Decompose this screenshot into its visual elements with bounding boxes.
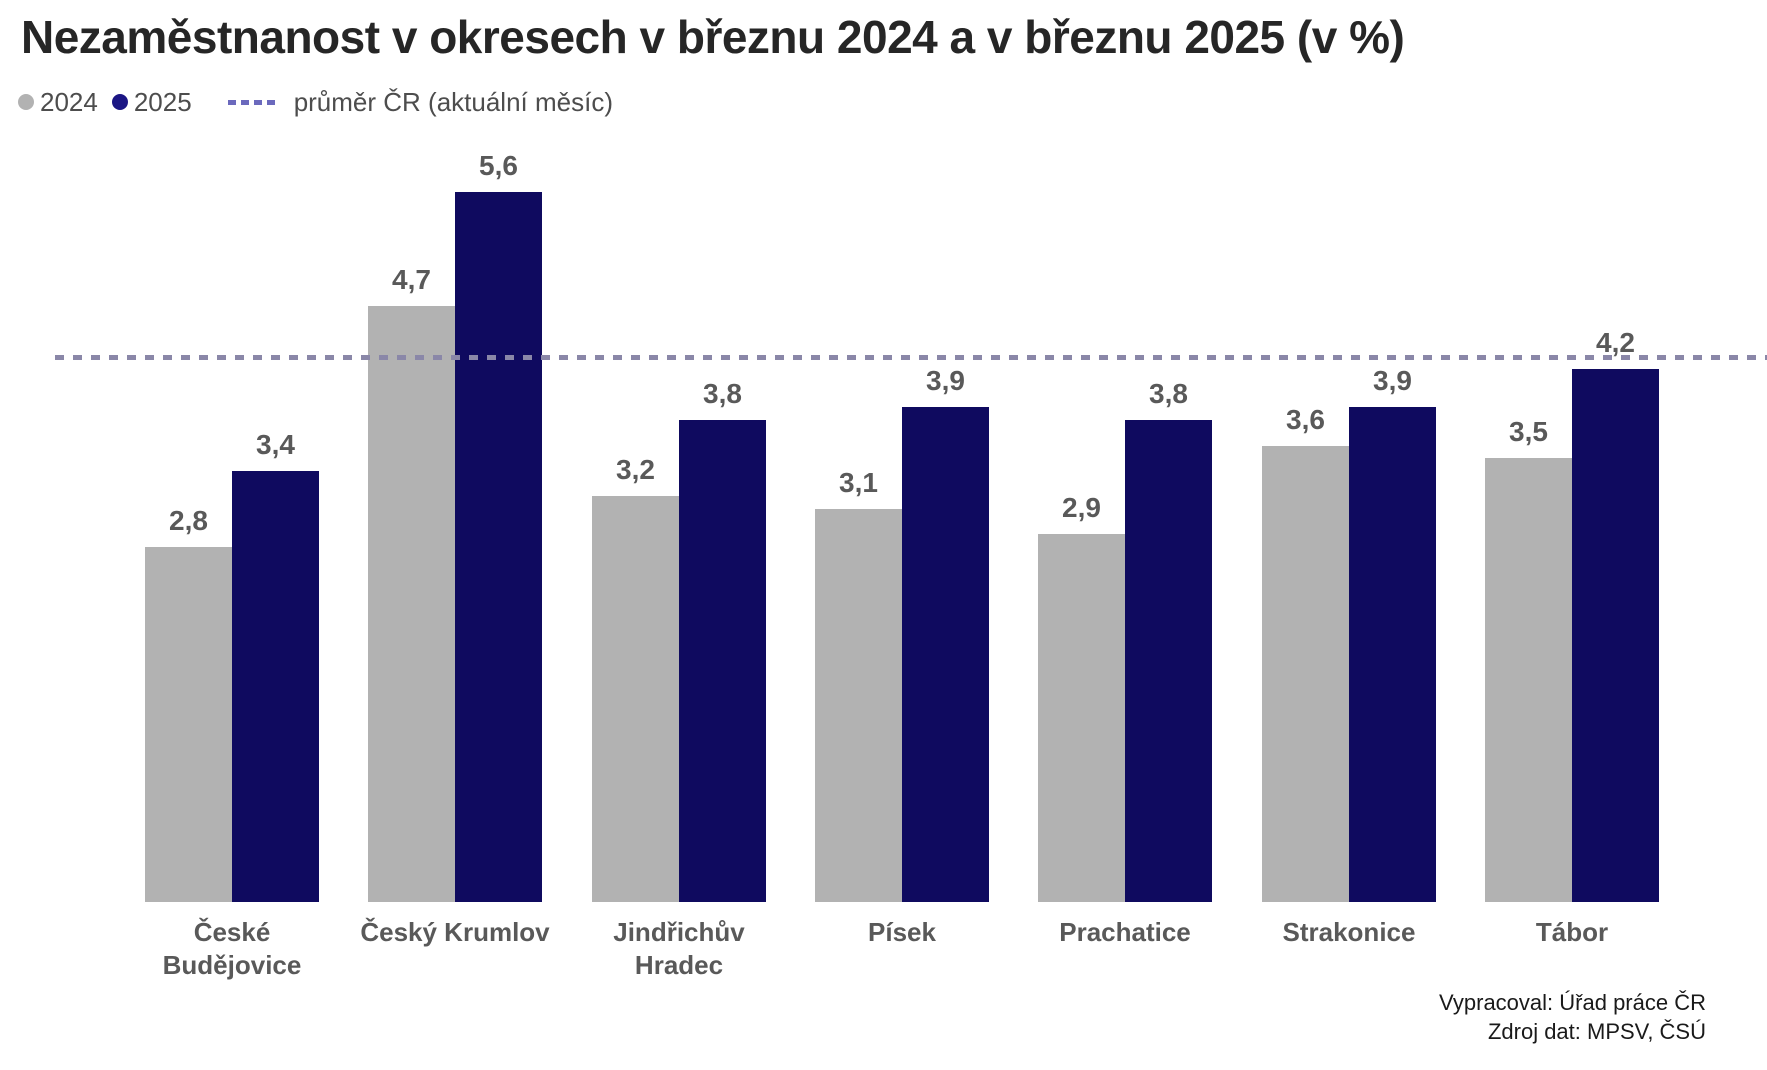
bar-value-label: 2,8 [169,505,208,536]
page-title: Nezaměstnanost v okresech v březnu 2024 … [21,11,1405,63]
bar-value-label: 3,8 [1149,378,1188,409]
average-line [55,355,1767,360]
x-axis-label: Písek [868,917,936,947]
bar-value-label: 3,9 [926,365,965,396]
legend-swatch-2024-icon [18,94,34,110]
bar-2025-1 [232,471,319,902]
footer-line-author: Vypracoval: Úřad práce ČR [1439,990,1706,1015]
x-axis-label: Jindřichův Hradec [613,917,745,980]
legend-label-2025: 2025 [133,86,192,117]
bar-2024-2 [368,306,455,902]
bar-value-label: 3,6 [1286,404,1325,435]
chart-legend: 2024 2025 průměr ČR (aktuální měsíc) [18,86,613,118]
bar-2025-4 [902,407,989,902]
footer-line-source: Zdroj dat: MPSV, ČSÚ [1487,1019,1706,1044]
x-axis-label: Český Krumlov [360,917,550,947]
bar-2025-5 [1125,420,1212,902]
bar-value-label: 3,2 [616,454,655,485]
bar-2025-7 [1572,369,1659,902]
x-axis-label: Prachatice [1059,917,1191,947]
x-axis-label: Strakonice [1282,917,1416,947]
bar-2024-5 [1038,534,1125,902]
bar-value-label: 2,9 [1062,492,1101,523]
bar-2024-3 [592,496,679,902]
bar-2025-6 [1349,407,1436,902]
x-axis-label: Tábor [1535,917,1609,947]
bar-2025-3 [679,420,766,902]
bar-value-label: 3,1 [839,467,878,498]
bar-2024-6 [1262,446,1349,902]
source-footer: Vypracoval: Úřad práce ČR Zdroj dat: MPS… [1439,988,1706,1046]
bar-value-label: 3,9 [1373,365,1412,396]
bar-2024-1 [145,547,232,902]
bar-value-label: 3,4 [256,429,295,460]
bar-value-label: 5,6 [479,150,518,181]
legend-label-2024: 2024 [40,86,98,117]
legend-item-average: průměr ČR (aktuální měsíc) [206,87,613,118]
bar-2024-4 [815,509,902,902]
bar-value-label: 4,7 [392,264,431,295]
bar-value-label: 3,5 [1509,416,1548,447]
bar-2025-2 [455,192,542,902]
dashed-line-swatch-icon [227,99,280,105]
legend-label-average: průměr ČR (aktuální měsíc) [293,86,613,117]
legend-item-2024: 2024 [18,87,98,118]
legend-item-2025: 2025 [111,86,192,118]
bar-2024-7 [1485,458,1572,902]
bar-value-label: 4,2 [1596,327,1635,358]
bar-value-label: 3,8 [703,378,742,409]
legend-swatch-2025-icon [111,94,128,110]
x-axis-label: České Budějovice [162,917,302,980]
